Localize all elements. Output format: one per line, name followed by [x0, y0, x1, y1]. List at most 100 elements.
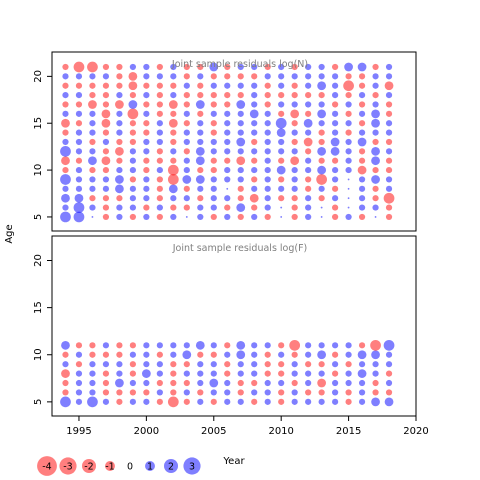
bubble-bottom-2005-age-10: [210, 351, 217, 358]
bubble-top-2009-age-20: [264, 73, 271, 80]
bubble-top-2012-age-21: [305, 63, 312, 71]
bubble-top-1999-age-12: [129, 148, 136, 155]
bubble-bottom-2016-age-7: [358, 379, 366, 387]
bubble-top-2017-age-19: [372, 82, 379, 89]
bubble-bottom-2006-age-5: [224, 398, 231, 405]
bubble-top-2005-age-6: [210, 204, 217, 211]
bubble-top-2016-age-15: [358, 120, 366, 127]
bubble-top-2009-age-6: [264, 204, 271, 211]
bubble-top-2003-age-11: [183, 157, 190, 164]
bubble-top-2018-age-8: [385, 185, 393, 192]
bubble-top-2010-age-15: [275, 117, 287, 129]
x-tick-label-2005: 2005: [201, 426, 226, 437]
bubble-top-2002-age-17: [168, 100, 178, 109]
bubble-top-2003-age-19: [183, 82, 190, 89]
bubble-top-2017-age-12: [371, 146, 380, 156]
bubble-top-2006-age-17: [224, 101, 231, 108]
bubble-top-2002-age-19: [170, 82, 177, 89]
bubble-top-2007-age-5: [237, 213, 244, 221]
bubble-top-1999-age-17: [128, 100, 138, 109]
bubble-bottom-1995-age-8: [75, 370, 83, 377]
bubble-top-1996-age-5: [91, 216, 94, 218]
bubble-top-2004-age-12: [195, 146, 205, 156]
bubble-top-2011-age-17: [291, 101, 298, 108]
bubble-top-2008-age-14: [251, 129, 258, 136]
bubble-top-2004-age-20: [197, 73, 204, 80]
bubble-top-2016-age-20: [358, 73, 366, 80]
bubble-bottom-2018-age-8: [385, 370, 393, 377]
bubble-bottom-2000-age-6: [143, 389, 150, 396]
bubble-top-1999-age-6: [129, 204, 136, 211]
bubble-top-2011-age-11: [290, 156, 300, 166]
bubble-bottom-2002-age-8: [170, 370, 177, 377]
bubble-top-1994-age-7: [61, 193, 70, 203]
bubble-top-2004-age-16: [197, 110, 204, 117]
bubble-bottom-2010-age-7: [278, 379, 285, 387]
bubble-top-1999-age-7: [129, 195, 136, 202]
bubble-top-1998-age-16: [116, 110, 123, 117]
bubble-bottom-1999-age-10: [129, 351, 136, 358]
bubble-top-2014-age-7: [332, 195, 339, 202]
bubble-bottom-1994-age-5: [60, 396, 71, 408]
bubble-bottom-2016-age-11: [358, 342, 366, 349]
bubble-top-2014-age-10: [332, 166, 339, 174]
bubble-top-2014-age-8: [332, 185, 339, 192]
bubble-top-2018-age-18: [385, 92, 393, 99]
bubble-top-1996-age-14: [89, 129, 96, 136]
bubble-top-1998-age-18: [116, 92, 123, 99]
bubble-top-2007-age-19: [237, 82, 244, 89]
bubble-bottom-1999-age-6: [129, 389, 136, 396]
bubble-top-2017-age-10: [372, 166, 379, 174]
bubble-top-2005-age-14: [210, 129, 217, 136]
bubble-top-2016-age-11: [358, 157, 366, 164]
bubble-top-2001-age-11: [156, 157, 163, 164]
bubble-top-2007-age-18: [237, 92, 244, 99]
bubble-bottom-2015-age-6: [345, 389, 352, 396]
bubble-bottom-2012-age-9: [305, 361, 312, 368]
bubble-top-2002-age-14: [170, 129, 177, 136]
y-tick-label-top-5: 5: [33, 214, 44, 220]
bubble-top-2012-age-8: [305, 185, 312, 192]
bubble-top-2009-age-19: [264, 82, 271, 89]
bubble-top-2006-age-9: [224, 176, 231, 183]
bubble-top-1994-age-12: [60, 145, 71, 157]
plot-frame-top: [51, 51, 417, 232]
bubble-bottom-2003-age-7: [183, 379, 190, 387]
bubble-top-2003-age-17: [183, 101, 190, 108]
bubble-top-2014-age-9: [332, 176, 339, 183]
bubble-top-2004-age-6: [197, 204, 204, 211]
bubble-bottom-2000-age-9: [143, 361, 150, 368]
bubble-bottom-2012-age-7: [305, 379, 312, 387]
bubble-top-2002-age-21: [170, 63, 177, 71]
bubble-top-2018-age-21: [385, 63, 393, 71]
bubble-bottom-2005-age-5: [210, 398, 217, 405]
x-tick-label-2010: 2010: [268, 426, 293, 437]
bubble-top-1998-age-7: [116, 195, 123, 202]
bubble-bottom-2014-age-8: [332, 370, 339, 377]
bubble-top-2018-age-14: [385, 129, 393, 136]
x-tick-label-2000: 2000: [134, 426, 159, 437]
x-tick-label-2015: 2015: [336, 426, 361, 437]
bubble-bottom-2000-age-11: [143, 342, 150, 349]
bubble-top-2001-age-7: [156, 195, 163, 202]
bubble-top-2011-age-10: [291, 166, 298, 174]
bubble-top-2006-age-21: [224, 63, 231, 71]
bubble-top-2013-age-6: [320, 206, 323, 209]
bubble-bottom-1996-age-9: [89, 361, 96, 368]
bubble-top-1998-age-11: [116, 157, 123, 164]
bubble-bottom-1995-age-9: [75, 361, 83, 368]
bubble-bottom-2015-age-9: [345, 361, 352, 368]
bubble-top-2002-age-7: [170, 195, 177, 202]
bubble-top-2015-age-16: [345, 110, 352, 117]
bubble-top-2015-age-5: [345, 213, 352, 221]
bubble-top-2013-age-16: [317, 109, 327, 119]
bubble-top-2015-age-18: [345, 92, 352, 99]
bubble-bottom-2008-age-6: [251, 389, 258, 396]
bubble-top-1996-age-12: [89, 148, 96, 155]
bubble-bottom-2018-age-11: [383, 339, 395, 351]
bubble-bottom-2004-age-7: [197, 379, 204, 387]
bubble-top-2004-age-14: [197, 129, 204, 136]
bubble-top-2005-age-7: [210, 195, 217, 202]
bubble-top-2011-age-19: [291, 82, 298, 89]
